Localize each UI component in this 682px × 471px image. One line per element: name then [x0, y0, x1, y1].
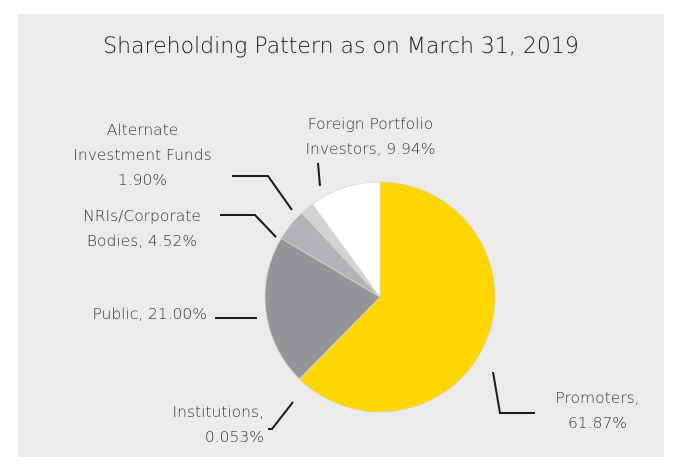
category-label: NRIs/Corporate Bodies, — [83, 207, 201, 250]
pie-slice — [299, 181, 496, 413]
category-label: Public, — [92, 305, 144, 323]
category-label: Foreign Portfolio Investors, — [305, 115, 434, 158]
value-label: 1.90% — [117, 171, 168, 189]
slice-label: Alternate Investment Funds 1.90% — [70, 118, 215, 193]
value-label: 21.00% — [147, 305, 207, 323]
pie — [264, 181, 496, 413]
leader-lines — [215, 162, 535, 430]
leader-line — [232, 175, 293, 211]
slice-label: Promoters, 61.87% — [540, 386, 655, 436]
slice-label: NRIs/Corporate Bodies, 4.52% — [72, 204, 212, 254]
pie-slice — [264, 237, 381, 380]
chart-title: Shareholding Pattern as on March 31, 201… — [103, 34, 579, 59]
category-label: Promoters, — [555, 389, 640, 407]
value-label: 4.52% — [147, 232, 198, 250]
value-label: 61.87% — [567, 414, 628, 432]
leader-line — [268, 401, 294, 430]
value-label: 9.94% — [386, 140, 436, 158]
category-label: Institutions, — [172, 403, 264, 421]
pie-slice — [311, 181, 381, 299]
leader-line — [317, 162, 321, 187]
slice-label: Foreign Portfolio Investors, 9.94% — [288, 112, 453, 162]
slice-label: Public, 21.00% — [55, 302, 207, 327]
leader-line — [492, 371, 535, 414]
leader-line — [220, 214, 277, 238]
value-label: 0.053% — [204, 428, 264, 446]
slice-label: Institutions, 0.053% — [132, 400, 264, 450]
category-label: Alternate Investment Funds — [73, 121, 212, 164]
